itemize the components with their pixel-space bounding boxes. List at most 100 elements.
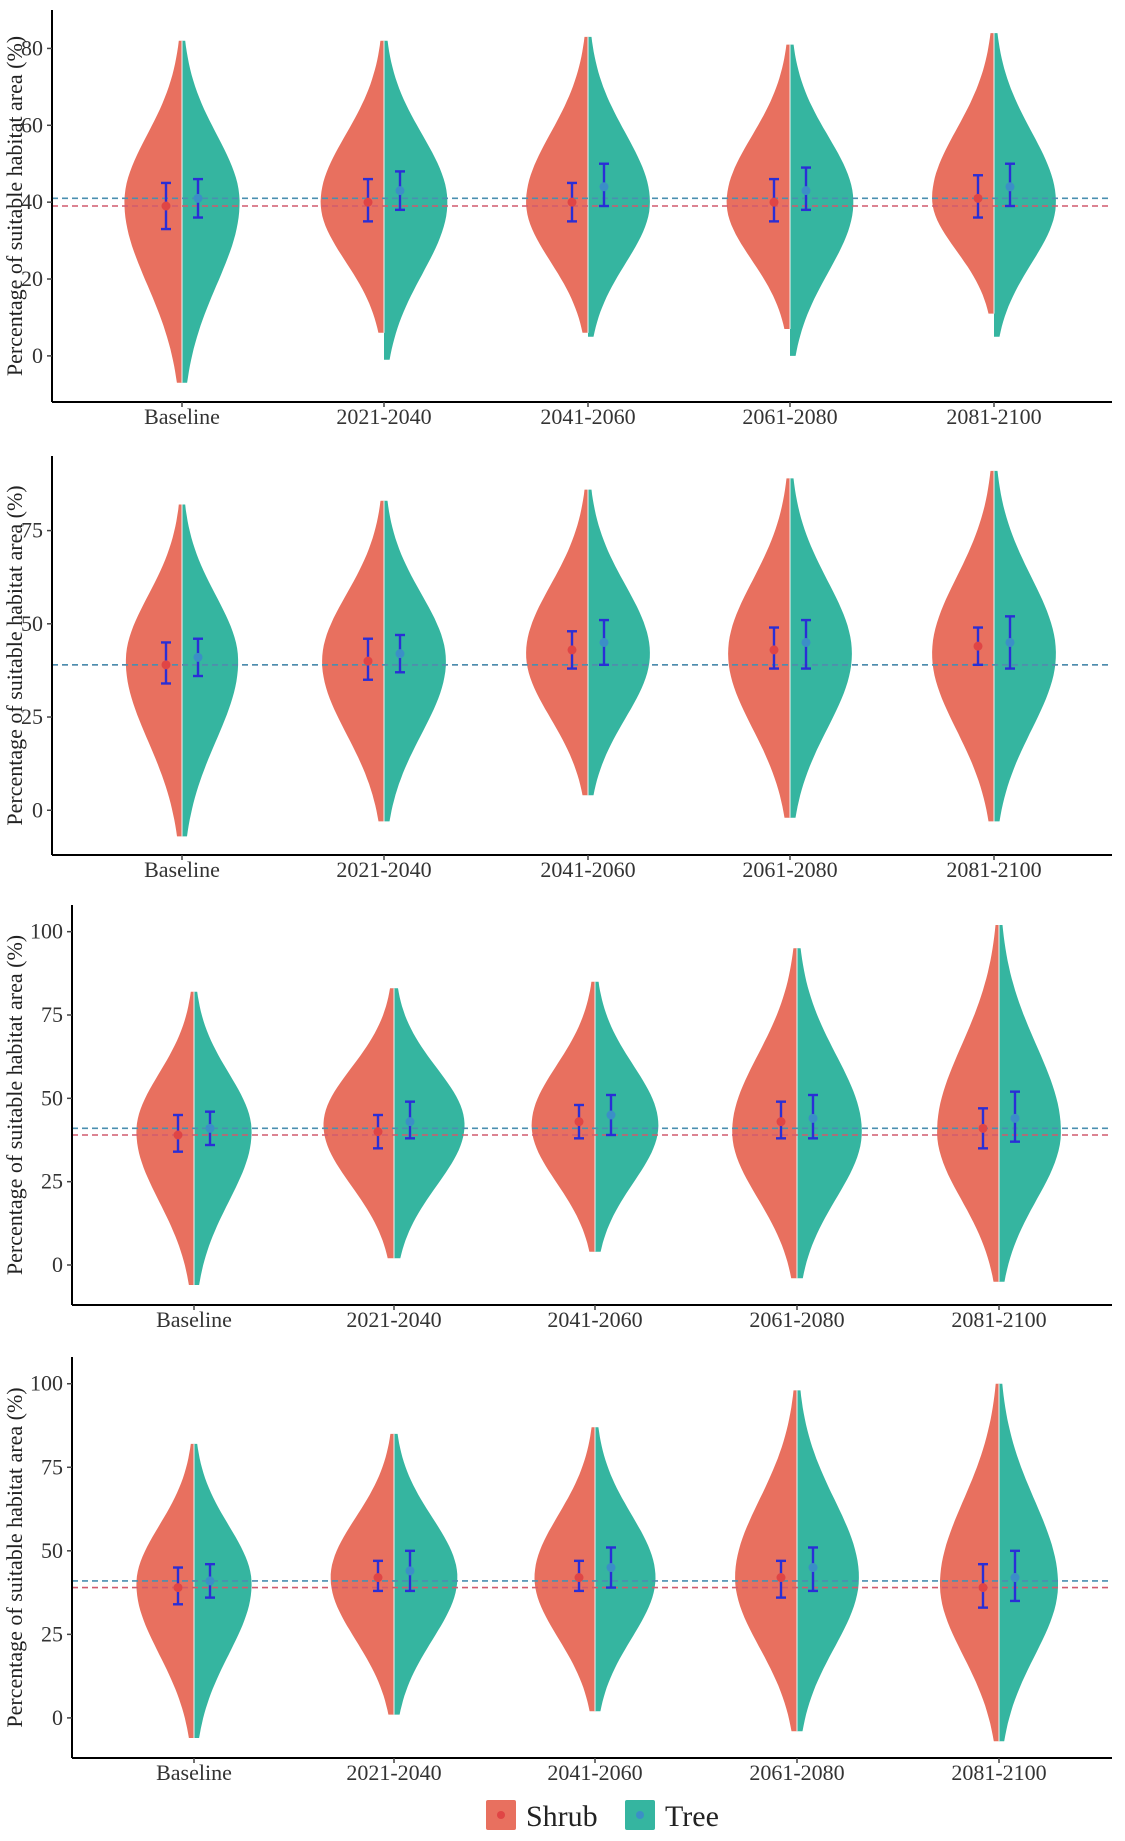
chart-panel-3: 0 25 50 75 100 Baseline 2021-2040 2041-2060 2061…	[2, 905, 1112, 1332]
mean-point-shrub-2021-2040	[363, 197, 373, 207]
x-tick-label-baseline: Baseline	[156, 1760, 232, 1785]
y-tick-label-0: 0	[32, 797, 43, 822]
mean-point-shrub-2081-2100	[978, 1583, 988, 1593]
x-tick-label-2021-2040: 2021-2040	[346, 1760, 441, 1785]
y-tick-label-75: 75	[21, 518, 43, 543]
mean-point-tree-2021-2040	[395, 186, 405, 196]
violin-tree-2041-2060	[588, 36, 650, 337]
chart-panel-1: 0 20 40 60 80 Baseline 2021-2040 2041-2060 2061-…	[2, 10, 1112, 429]
violin-shrub-2081-2100	[932, 33, 994, 314]
violin-tree-2021-2040	[384, 500, 446, 822]
mean-point-tree-2061-2080	[801, 186, 811, 196]
mean-point-tree-baseline	[193, 193, 203, 203]
mean-point-shrub-2081-2100	[973, 641, 983, 651]
mean-point-shrub-2041-2060	[574, 1573, 584, 1583]
violin-tree-2061-2080	[797, 1390, 859, 1732]
y-tick-label-50: 50	[41, 1085, 63, 1110]
violin-tree-2061-2080	[790, 478, 852, 818]
mean-point-tree-baseline	[205, 1123, 215, 1133]
violin-shrub-2081-2100	[937, 925, 999, 1282]
violin-shrub-2041-2060	[526, 36, 588, 333]
violin-shrub-baseline	[136, 1443, 194, 1738]
violin-tree-2081-2100	[999, 1383, 1058, 1742]
legend-key-shrub-dot	[497, 1811, 505, 1819]
mean-point-tree-baseline	[205, 1576, 215, 1586]
mean-point-tree-2021-2040	[405, 1566, 415, 1576]
violin-tree-baseline	[194, 991, 252, 1285]
violin-shrub-2061-2080	[728, 478, 790, 818]
mean-point-shrub-baseline	[161, 660, 171, 670]
mean-point-tree-2061-2080	[808, 1113, 818, 1123]
mean-point-tree-2081-2100	[1010, 1113, 1020, 1123]
violin-shrub-2061-2080	[726, 44, 790, 329]
mean-point-tree-2081-2100	[1005, 637, 1015, 647]
chart-panel-2: 0 25 50 75 Baseline 2021-2040 2041-2060 2061-20…	[2, 456, 1112, 882]
violin-tree-2041-2060	[588, 489, 650, 796]
y-tick-label-60: 60	[21, 112, 43, 137]
mean-point-tree-2041-2060	[599, 182, 609, 192]
x-tick-label-2041-2060: 2041-2060	[547, 1760, 642, 1785]
violin-tree-2021-2040	[394, 1433, 458, 1715]
y-tick-label-25: 25	[41, 1169, 63, 1194]
mean-point-shrub-2041-2060	[574, 1117, 584, 1127]
mean-point-tree-2081-2100	[1005, 182, 1015, 192]
violin-shrub-baseline	[125, 504, 182, 837]
x-tick-label-2041-2060: 2041-2060	[547, 1307, 642, 1332]
mean-point-tree-baseline	[193, 652, 203, 662]
mean-point-tree-2081-2100	[1010, 1573, 1020, 1583]
violin-shrub-2021-2040	[330, 1433, 394, 1715]
x-tick-label-2081-2100: 2081-2100	[951, 1760, 1046, 1785]
x-tick-label-2061-2080: 2061-2080	[749, 1760, 844, 1785]
mean-point-shrub-2021-2040	[363, 656, 373, 666]
violin-shrub-2061-2080	[732, 948, 797, 1279]
violin-tree-baseline	[182, 504, 239, 837]
mean-point-shrub-2041-2060	[567, 645, 577, 655]
violin-tree-baseline	[194, 1443, 252, 1738]
violin-shrub-2021-2040	[323, 988, 394, 1259]
mean-point-tree-2021-2040	[405, 1117, 415, 1127]
y-tick-label-100: 100	[30, 919, 63, 944]
violin-shrub-2021-2040	[322, 500, 384, 822]
violin-shrub-2081-2100	[940, 1383, 999, 1742]
x-tick-label-baseline: Baseline	[156, 1307, 232, 1332]
violin-tree-2061-2080	[790, 44, 854, 356]
mean-point-shrub-2081-2100	[973, 193, 983, 203]
y-tick-label-40: 40	[21, 189, 43, 214]
mean-point-tree-2061-2080	[801, 637, 811, 647]
y-tick-label-50: 50	[41, 1538, 63, 1563]
mean-point-shrub-2041-2060	[567, 197, 577, 207]
y-tick-label-50: 50	[21, 611, 43, 636]
violin-tree-2081-2100	[999, 925, 1061, 1282]
violin-tree-2061-2080	[797, 948, 862, 1279]
mean-point-shrub-baseline	[173, 1130, 183, 1140]
x-tick-label-2041-2060: 2041-2060	[540, 857, 635, 882]
chart-panel-4: 0 25 50 75 100 Baseline 2021-2040 2041-2060 2061…	[2, 1357, 1112, 1785]
mean-point-shrub-2021-2040	[373, 1127, 383, 1137]
mean-point-shrub-2061-2080	[776, 1573, 786, 1583]
y-axis-label: Percentage of suitable habitat area (%)	[2, 1387, 27, 1727]
violin-shrub-baseline	[136, 991, 194, 1285]
violin-shrub-2041-2060	[531, 981, 595, 1252]
x-tick-label-2081-2100: 2081-2100	[946, 404, 1041, 429]
y-tick-label-25: 25	[41, 1621, 63, 1646]
x-tick-label-baseline: Baseline	[144, 404, 220, 429]
y-axis-label: Percentage of suitable habitat area (%)	[2, 935, 27, 1275]
violin-shrub-baseline	[124, 40, 182, 383]
mean-point-tree-2061-2080	[808, 1563, 818, 1573]
y-tick-label-75: 75	[41, 1002, 63, 1027]
mean-point-shrub-baseline	[161, 201, 171, 211]
x-tick-label-2041-2060: 2041-2060	[540, 404, 635, 429]
y-tick-label-25: 25	[21, 704, 43, 729]
violin-tree-2021-2040	[384, 40, 448, 360]
violin-shrub-2021-2040	[320, 40, 384, 333]
violin-tree-2021-2040	[394, 988, 465, 1259]
violin-tree-2041-2060	[595, 1427, 656, 1712]
x-tick-label-2061-2080: 2061-2080	[742, 404, 837, 429]
mean-point-shrub-2061-2080	[769, 197, 779, 207]
x-tick-label-2021-2040: 2021-2040	[336, 404, 431, 429]
y-tick-label-100: 100	[30, 1371, 63, 1396]
y-tick-label-0: 0	[52, 1252, 63, 1277]
mean-point-tree-2021-2040	[395, 649, 405, 659]
legend-label-tree: Tree	[665, 1800, 719, 1833]
